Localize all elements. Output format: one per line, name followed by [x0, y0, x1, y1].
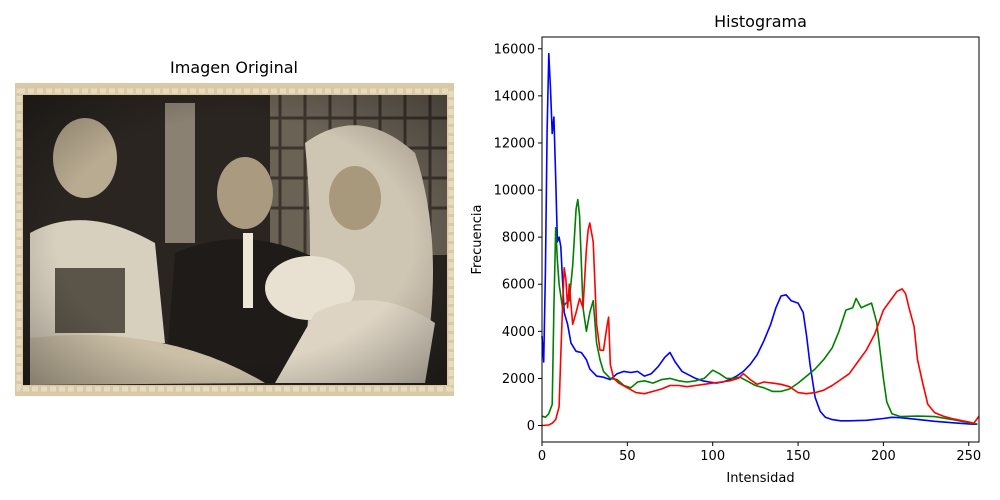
histogram-series-2 [541, 222, 980, 427]
x-tick-label: 150 [786, 449, 811, 464]
y-tick-label: 14000 [494, 89, 535, 104]
y-tick-label: 10000 [494, 184, 535, 199]
x-axis-label: Intensidad [726, 471, 794, 486]
y-axis-label: Frecuencia [470, 205, 485, 275]
histogram-series-0 [541, 52, 978, 426]
plot-frame [541, 36, 980, 443]
x-tick-label: 250 [956, 449, 981, 464]
y-tick-label: 12000 [494, 136, 535, 151]
image-title: Imagen Original [170, 58, 298, 77]
y-tick-label: 4000 [502, 325, 535, 340]
histogram-title: Histograma [714, 12, 807, 31]
x-tick-label: 100 [700, 449, 725, 464]
x-tick-label: 0 [538, 449, 546, 464]
y-tick-label: 16000 [494, 42, 535, 57]
original-photo [15, 83, 454, 396]
histogram-series-1 [541, 198, 978, 425]
y-tick-label: 0 [527, 419, 535, 434]
y-tick-label: 8000 [502, 231, 535, 246]
y-tick-label: 2000 [502, 372, 535, 387]
x-tick-label: 50 [619, 449, 636, 464]
y-tick-label: 6000 [502, 278, 535, 293]
x-tick-label: 200 [871, 449, 896, 464]
